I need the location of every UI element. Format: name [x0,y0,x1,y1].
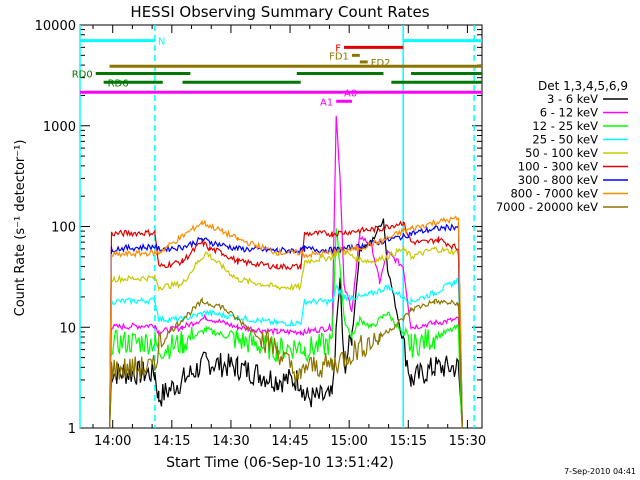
x-axis-label: Start Time (06-Sep-10 13:51:42) [166,455,394,471]
legend-entry-label: 12 - 25 keV [532,119,598,133]
legend-entry-label: 100 - 300 keV [518,160,598,174]
legend-entry-label: 7000 - 20000 keV [496,200,598,214]
legend-title: Det 1,3,4,5,6,9 [538,79,628,93]
legend-entry-label: 800 - 7000 keV [510,187,598,201]
x-tick-label: 15:30 [449,434,486,449]
state-bar-label: RD6 [108,78,129,89]
legend-entry-label: 6 - 12 keV [540,106,598,120]
series-lines [109,115,463,429]
series-line [109,218,463,429]
y-tick-label: 10000 [35,19,76,34]
series-line [109,228,463,429]
y-tick-label: 10 [59,321,76,336]
legend-entry-label: 50 - 100 keV [525,146,598,160]
state-bar-label: F [335,43,341,54]
state-bar-label: A1 [320,97,333,108]
series-line [109,297,463,429]
y-tick-label: 1000 [43,120,76,135]
x-tick-labels: 14:00 14:15 14:30 14:45 15:00 15:15 15:30 [94,434,486,449]
x-tick-label: 14:00 [94,434,131,449]
y-axis-label: Count Rate (s⁻¹ detector⁻¹) [13,140,28,317]
footer-timestamp: 7-Sep-2010 04:41 [564,467,636,476]
series-line [109,223,463,429]
state-bar-label: N [158,37,165,48]
state-bar-label: A0 [344,88,357,99]
legend-entry-label: 25 - 50 keV [532,133,598,147]
state-bar-label: FD2 [371,58,391,69]
chart-title: HESSI Observing Summary Count Rates [130,3,429,21]
series-line [109,115,463,429]
y-tick-labels: 1 10 100 1000 10000 [35,19,76,437]
legend-entry-label: 300 - 800 keV [518,173,598,187]
x-tick-label: 15:00 [330,434,367,449]
series-line [109,245,463,429]
x-tick-label: 14:45 [271,434,308,449]
state-bar-label: FD1 [329,51,349,62]
x-tick-label: 15:15 [390,434,427,449]
y-tick-label: 1 [68,422,76,437]
legend-entry-label: 3 - 6 keV [547,92,598,106]
series-line [109,277,463,429]
y-tick-label: 100 [51,221,76,236]
x-tick-label: 14:30 [212,434,249,449]
x-tick-label: 14:15 [153,434,190,449]
state-bar-label: RD0 [72,70,93,81]
series-line [109,220,463,429]
series-line [109,215,463,429]
